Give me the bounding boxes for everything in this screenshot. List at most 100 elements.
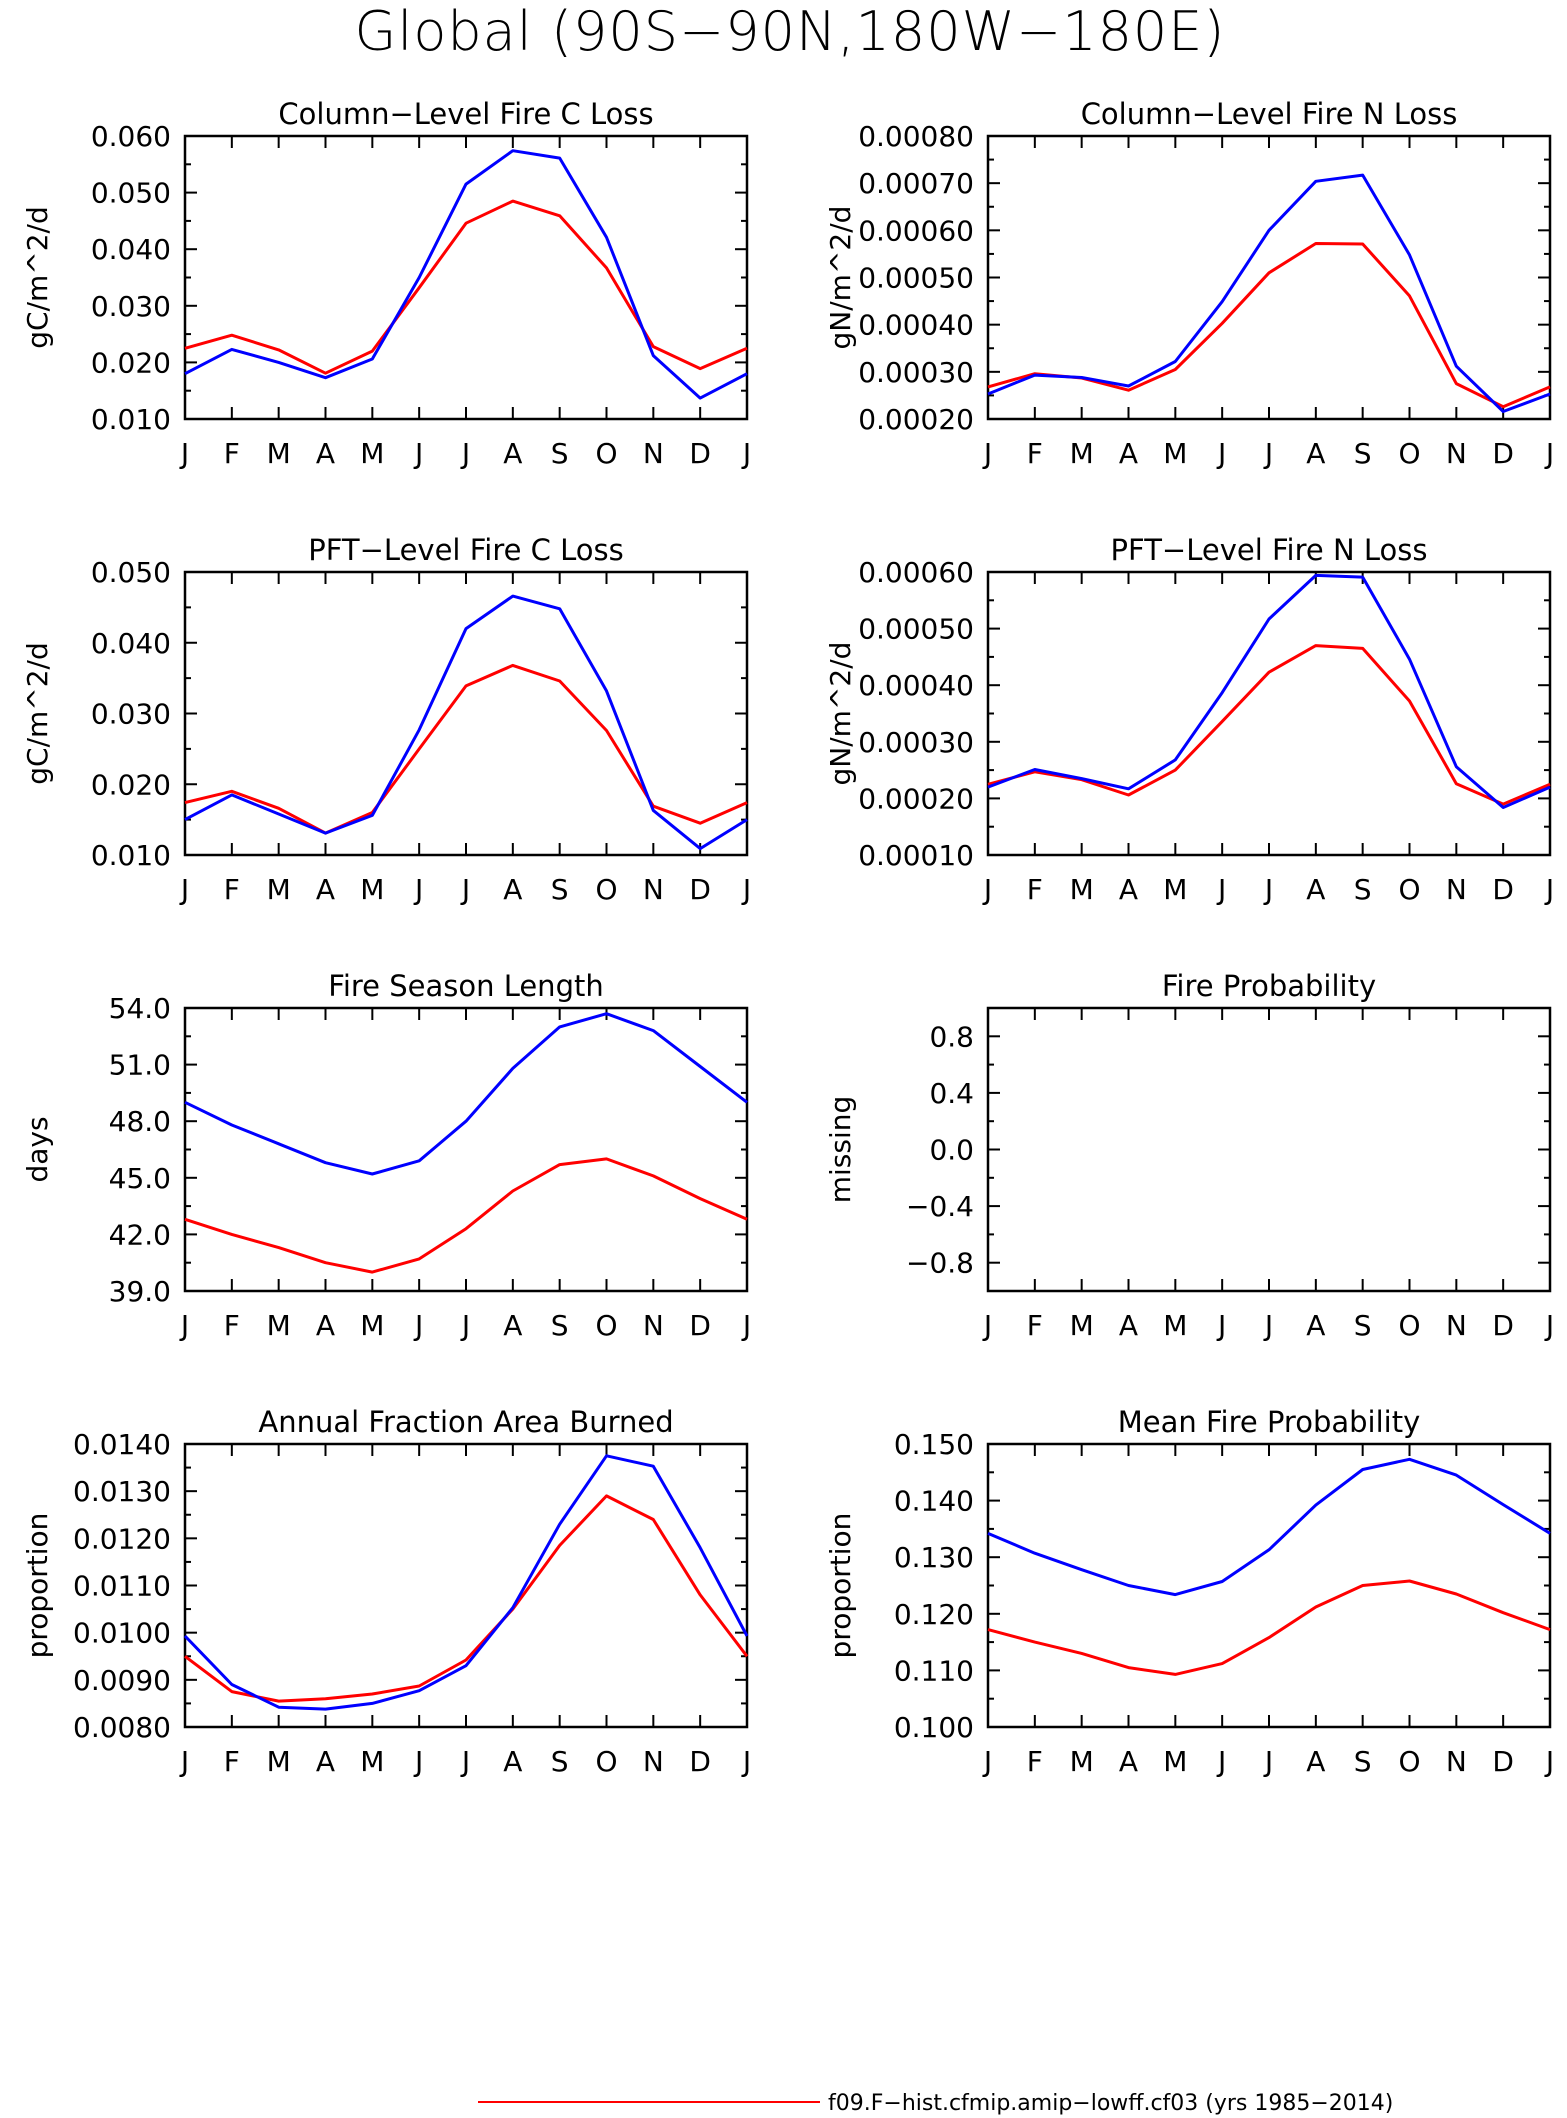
series-line-blue: [987, 1457, 1551, 1597]
x-tick-label: A: [1119, 1745, 1138, 1778]
y-tick-label: 0.4: [929, 1077, 974, 1110]
x-tick-label: J: [179, 1309, 189, 1342]
y-tick-label: 0.030: [91, 290, 171, 323]
x-tick-label: F: [1027, 437, 1043, 470]
x-tick-label: D: [689, 873, 711, 906]
y-tick-label: 0.020: [91, 346, 171, 379]
x-tick-label: O: [1398, 437, 1420, 470]
x-tick-label: J: [460, 1745, 470, 1778]
y-tick-label: 0.0140: [73, 1428, 171, 1461]
x-tick-label: O: [1398, 1309, 1420, 1342]
x-tick-label: A: [1306, 873, 1325, 906]
y-tick-label: 51.0: [109, 1049, 171, 1082]
x-tick-label: J: [982, 437, 992, 470]
x-tick-label: J: [413, 437, 423, 470]
x-tick-label: S: [1354, 1309, 1372, 1342]
y-tick-label: −0.8: [906, 1247, 974, 1280]
x-tick-label: J: [1544, 1309, 1554, 1342]
x-tick-label: J: [1216, 1745, 1226, 1778]
y-tick-label: 0.140: [894, 1485, 974, 1518]
x-tick-label: J: [982, 1309, 992, 1342]
series-line-blue: [184, 594, 748, 851]
y-tick-label: 0.00020: [858, 403, 974, 436]
x-tick-label: F: [1027, 1309, 1043, 1342]
panel-title: Fire Season Length: [328, 969, 603, 1003]
series-line-blue: [184, 149, 748, 400]
x-tick-label: J: [413, 1745, 423, 1778]
y-tick-label: 0.00040: [858, 309, 974, 342]
y-tick-label: 39.0: [109, 1275, 171, 1308]
x-tick-label: J: [460, 1309, 470, 1342]
panel-title: Column−Level Fire C Loss: [278, 97, 653, 131]
y-tick-label: 0.00050: [858, 613, 974, 646]
series-line-blue: [987, 173, 1551, 413]
x-tick-label: A: [1306, 437, 1325, 470]
y-tick-label: 0.040: [91, 627, 171, 660]
x-tick-label: F: [224, 1745, 240, 1778]
x-tick-label: O: [1398, 873, 1420, 906]
x-tick-label: S: [551, 1745, 569, 1778]
y-axis-label: missing: [824, 1096, 857, 1204]
x-tick-label: J: [1263, 1745, 1273, 1778]
series-line-red: [987, 644, 1551, 806]
y-tick-label: 0.00050: [858, 262, 974, 295]
y-tick-label: 0.00010: [858, 839, 974, 872]
series-line-red: [987, 242, 1551, 409]
plot-frame: [986, 1006, 1552, 1293]
x-tick-label: D: [1492, 1309, 1514, 1342]
y-tick-label: 0.8: [929, 1020, 974, 1053]
x-tick-label: M: [1163, 1745, 1187, 1778]
x-tick-label: F: [224, 873, 240, 906]
x-tick-label: J: [1216, 437, 1226, 470]
y-tick-label: 0.00070: [858, 167, 974, 200]
plot-frame: [183, 1006, 749, 1293]
y-tick-label: 0.040: [91, 233, 171, 266]
x-tick-label: A: [316, 1309, 335, 1342]
x-tick-label: J: [741, 1745, 751, 1778]
series-line-red: [184, 199, 748, 375]
x-tick-label: J: [1544, 437, 1554, 470]
y-tick-label: 0.110: [894, 1654, 974, 1687]
x-tick-label: J: [179, 873, 189, 906]
panel-title: Annual Fraction Area Burned: [258, 1405, 673, 1439]
x-tick-label: N: [643, 437, 664, 470]
x-tick-label: J: [741, 1309, 751, 1342]
x-tick-label: N: [643, 1745, 664, 1778]
y-tick-label: 0.120: [894, 1598, 974, 1631]
series-line-red: [184, 1494, 749, 1703]
y-axis-label: proportion: [824, 1513, 857, 1659]
x-tick-label: F: [1027, 873, 1043, 906]
x-tick-label: M: [267, 1745, 291, 1778]
series-line-red: [184, 663, 748, 835]
panel-title: Column−Level Fire N Loss: [1081, 97, 1458, 131]
x-tick-label: S: [1354, 1745, 1372, 1778]
x-tick-label: O: [595, 873, 617, 906]
x-tick-label: N: [1446, 873, 1467, 906]
y-axis-label: proportion: [21, 1513, 54, 1659]
y-tick-label: 0.0080: [73, 1711, 171, 1744]
x-tick-label: A: [503, 873, 522, 906]
x-tick-label: J: [1263, 437, 1273, 470]
y-tick-label: 0.0120: [73, 1522, 171, 1555]
y-tick-label: 0.0: [929, 1134, 974, 1167]
y-axis-label: gC/m^2/d: [21, 206, 54, 349]
x-tick-label: O: [595, 1309, 617, 1342]
legend: f09.F−hist.cfmip.amip−lowff.cf03 (yrs 19…: [478, 2091, 1393, 2116]
series-line-red: [987, 1579, 1551, 1676]
x-tick-label: J: [1544, 1745, 1554, 1778]
y-tick-label: 0.00060: [858, 214, 974, 247]
y-axis-label: days: [21, 1116, 54, 1182]
x-tick-label: D: [1492, 1745, 1514, 1778]
y-tick-label: 54.0: [109, 992, 171, 1025]
x-tick-label: M: [267, 437, 291, 470]
x-tick-label: M: [1163, 873, 1187, 906]
y-axis-label: gC/m^2/d: [21, 642, 54, 785]
x-tick-label: M: [1163, 437, 1187, 470]
plot-frame: [183, 134, 749, 421]
y-tick-label: 0.00020: [858, 782, 974, 815]
x-tick-label: J: [982, 873, 992, 906]
